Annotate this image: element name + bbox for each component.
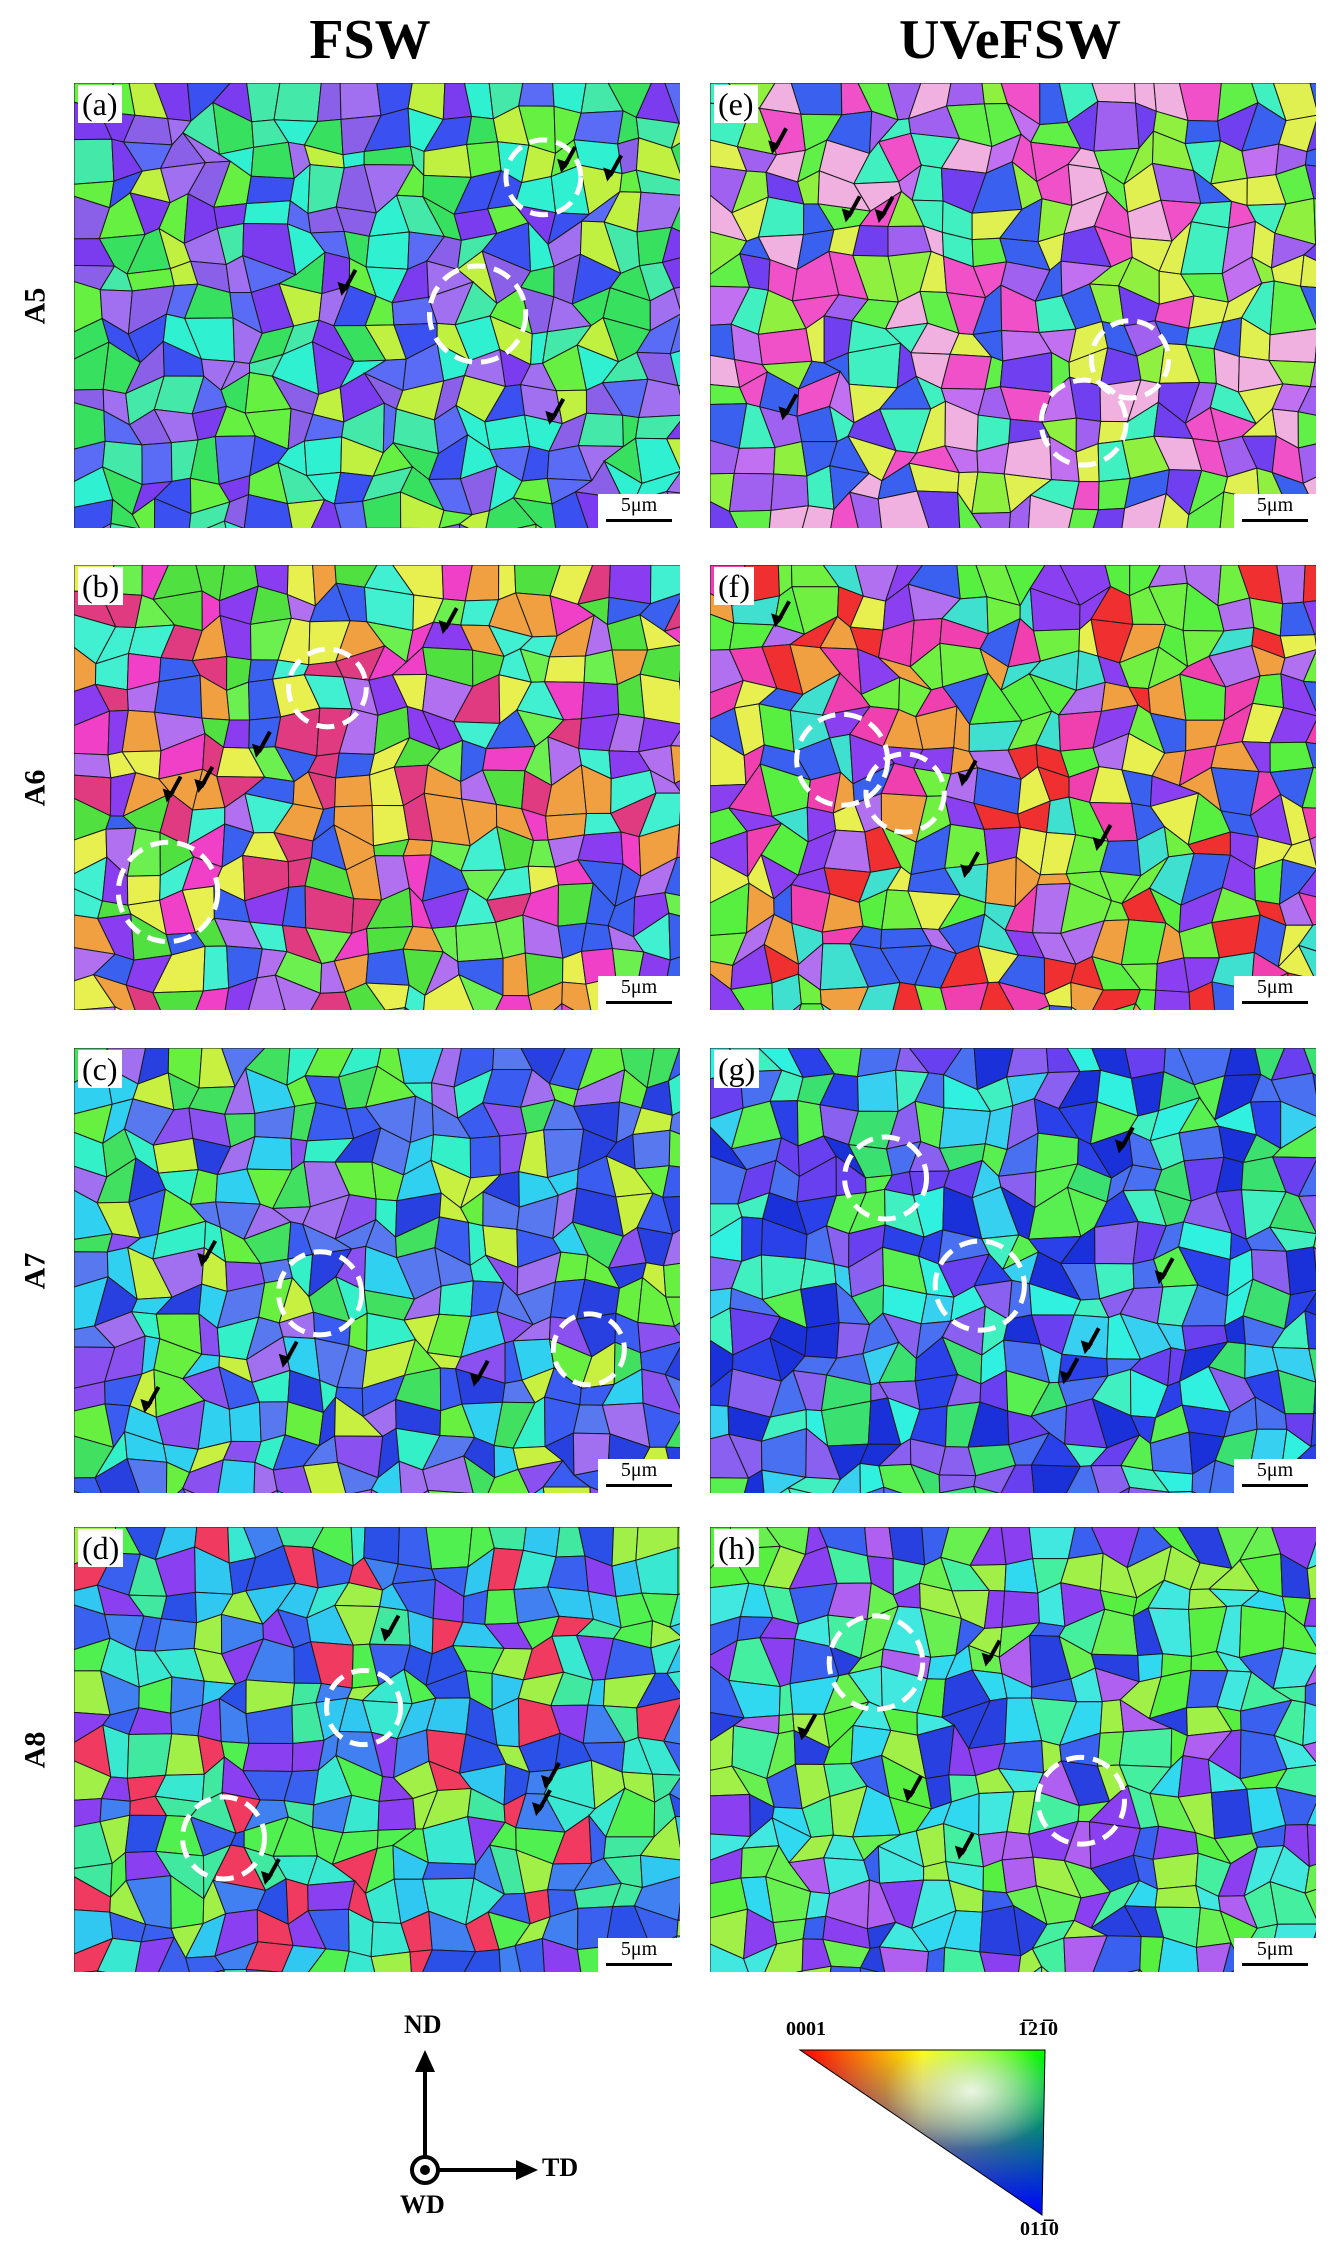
- axis-label-nd: ND: [404, 2010, 442, 2039]
- ebsd-map-f: (f) 5μm: [710, 565, 1316, 1010]
- panel-letter: (h): [714, 1529, 760, 1567]
- grain-map: [74, 1048, 680, 1493]
- ipf-triangle: [798, 2049, 1046, 2216]
- coordinate-axes: ND TD WD: [380, 2010, 580, 2240]
- grain-map: [710, 1527, 1316, 1972]
- scale-bar: 5μm: [598, 1938, 680, 1972]
- axis-label-td: TD: [542, 2153, 579, 2182]
- row-label-a6: A6: [17, 769, 51, 806]
- column-title-fsw: FSW: [309, 9, 431, 71]
- panel-letter: (d): [78, 1529, 124, 1567]
- grain-map: [710, 565, 1316, 1010]
- grain-map: [710, 83, 1316, 528]
- panel-letter: (f): [714, 567, 754, 605]
- row-label-a7: A7: [17, 1252, 51, 1289]
- ebsd-map-h: (h) 5μm: [710, 1527, 1316, 1972]
- ebsd-map-b: (b) 5μm: [74, 565, 680, 1010]
- ipf-label-0110: 011̅0: [1020, 2218, 1059, 2240]
- ebsd-map-g: (g) 5μm: [710, 1048, 1316, 1493]
- axis-label-wd: WD: [400, 2190, 445, 2219]
- grain-map: [710, 1048, 1316, 1493]
- row-label-a5: A5: [17, 287, 51, 324]
- scale-bar: 5μm: [598, 494, 680, 528]
- ipf-label-0001: 0001: [786, 2018, 826, 2040]
- scale-bar: 5μm: [598, 1459, 680, 1493]
- panel-letter: (g): [714, 1050, 760, 1088]
- ebsd-map-d: (d) 5μm: [74, 1527, 680, 1972]
- ebsd-map-a: (a) 5μm: [74, 83, 680, 528]
- grain-map: [74, 565, 680, 1010]
- column-title-uvefsw: UVeFSW: [899, 9, 1121, 71]
- ipf-label-1210: 1̅21̅0: [1018, 2018, 1058, 2040]
- scale-bar: 5μm: [1234, 1938, 1316, 1972]
- scale-bar: 5μm: [1234, 976, 1316, 1010]
- grain-map: [74, 83, 680, 528]
- ebsd-map-c: (c) 5μm: [74, 1048, 680, 1493]
- scale-bar: 5μm: [1234, 1459, 1316, 1493]
- panel-letter: (c): [78, 1050, 122, 1088]
- axes-arrows-icon: [410, 2050, 538, 2185]
- panel-letter: (a): [78, 85, 122, 123]
- panel-letter: (b): [78, 567, 124, 605]
- ipf-color-key: 0001 1̅21̅0 011̅0: [770, 2010, 1090, 2240]
- row-label-a8: A8: [17, 1731, 51, 1768]
- scale-bar: 5μm: [598, 976, 680, 1010]
- panel-letter: (e): [714, 85, 758, 123]
- scale-bar: 5μm: [1234, 494, 1316, 528]
- grain-map: [74, 1527, 680, 1972]
- ebsd-map-e: (e) 5μm: [710, 83, 1316, 528]
